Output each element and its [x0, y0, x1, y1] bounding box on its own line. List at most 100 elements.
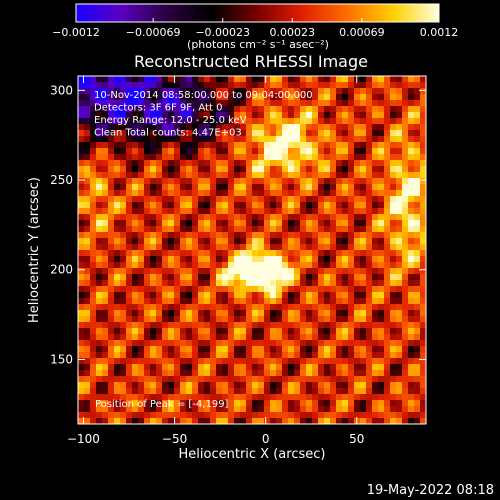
heatmap-cell: [390, 340, 397, 347]
heatmap-cell: [108, 166, 115, 173]
heatmap-cell: [264, 382, 271, 389]
heatmap-cell: [360, 370, 367, 377]
heatmap-cell: [90, 154, 97, 161]
heatmap-cell: [126, 394, 133, 401]
heatmap-cell: [114, 118, 121, 125]
heatmap-cell: [342, 232, 349, 239]
heatmap-cell: [234, 310, 241, 317]
heatmap-cell: [276, 148, 283, 155]
heatmap-cell: [102, 112, 109, 119]
heatmap-cell: [246, 406, 253, 413]
heatmap-cell: [348, 382, 355, 389]
heatmap-cell: [246, 394, 253, 401]
heatmap-cell: [228, 220, 235, 227]
heatmap-cell: [90, 190, 97, 197]
heatmap-cell: [108, 316, 115, 323]
heatmap-cell: [264, 88, 271, 95]
heatmap-cell: [258, 208, 265, 215]
heatmap-cell: [288, 124, 295, 131]
heatmap-cell: [192, 304, 199, 311]
heatmap-cell: [132, 166, 139, 173]
heatmap-cell: [348, 202, 355, 209]
heatmap-cell: [204, 136, 211, 143]
heatmap-cell: [210, 238, 217, 245]
heatmap-cell: [318, 394, 325, 401]
heatmap-cell: [162, 94, 169, 101]
heatmap-cell: [408, 250, 415, 257]
heatmap-cell: [246, 190, 253, 197]
heatmap-cell: [264, 226, 271, 233]
heatmap-cell: [174, 262, 181, 269]
heatmap-cell: [402, 106, 409, 113]
heatmap-cell: [294, 256, 301, 263]
heatmap-cell: [240, 262, 247, 269]
heatmap-cell: [390, 382, 397, 389]
plot-frame: [77, 75, 427, 425]
heatmap-cell: [216, 358, 223, 365]
heatmap-cell: [414, 376, 421, 383]
heatmap-cell: [384, 214, 391, 221]
heatmap-cell: [318, 256, 325, 263]
heatmap-cell: [216, 394, 223, 401]
heatmap-cell: [294, 298, 301, 305]
heatmap-cell: [156, 124, 163, 131]
heatmap-cell: [306, 82, 313, 89]
heatmap-cell: [96, 190, 103, 197]
heatmap-cell: [144, 298, 151, 305]
heatmap-cell: [420, 214, 426, 221]
heatmap-cell: [222, 214, 229, 221]
heatmap-cell: [192, 358, 199, 365]
heatmap-cell: [114, 178, 121, 185]
heatmap-cell: [312, 184, 319, 191]
heatmap-cell: [270, 190, 277, 197]
heatmap-cell: [168, 352, 175, 359]
heatmap-cell: [372, 106, 379, 113]
heatmap-cell: [312, 214, 319, 221]
heatmap-cell: [90, 256, 97, 263]
heatmap-cell: [162, 292, 169, 299]
heatmap-cell: [114, 130, 121, 137]
heatmap-cell: [108, 418, 115, 424]
heatmap-cell: [408, 208, 415, 215]
heatmap-cell: [348, 190, 355, 197]
heatmap-cell: [84, 274, 91, 281]
heatmap-cell: [108, 322, 115, 329]
heatmap-cell: [150, 148, 157, 155]
heatmap-cell: [414, 244, 421, 251]
heatmap-cell: [132, 358, 139, 365]
heatmap-cell: [198, 160, 205, 167]
heatmap-cell: [390, 328, 397, 335]
heatmap-cell: [174, 364, 181, 371]
heatmap-cell: [282, 268, 289, 275]
heatmap-cell: [84, 88, 91, 95]
heatmap-cell: [354, 328, 361, 335]
heatmap-cell: [96, 118, 103, 125]
heatmap-cell: [420, 292, 426, 299]
heatmap-cell: [324, 376, 331, 383]
heatmap-cell: [174, 214, 181, 221]
heatmap-cell: [390, 394, 397, 401]
heatmap-cell: [174, 196, 181, 203]
heatmap-cell: [312, 310, 319, 317]
heatmap-cell: [180, 286, 187, 293]
heatmap-cell: [276, 76, 283, 83]
heatmap-cell: [156, 316, 163, 323]
heatmap-cell: [156, 286, 163, 293]
heatmap-cell: [396, 100, 403, 107]
heatmap-cell: [342, 76, 349, 83]
heatmap-cell: [234, 136, 241, 143]
heatmap-cell: [294, 184, 301, 191]
heatmap-cell: [330, 394, 337, 401]
heatmap-cell: [360, 394, 367, 401]
heatmap-cell: [384, 232, 391, 239]
heatmap-cell: [294, 124, 301, 131]
heatmap-cell: [204, 298, 211, 305]
heatmap-cell: [324, 154, 331, 161]
heatmap-cell: [372, 298, 379, 305]
heatmap-cell: [306, 214, 313, 221]
heatmap-cell: [336, 142, 343, 149]
heatmap-cell: [96, 364, 103, 371]
heatmap-cell: [234, 124, 241, 131]
heatmap-cell: [264, 334, 271, 341]
heatmap-cell: [108, 262, 115, 269]
